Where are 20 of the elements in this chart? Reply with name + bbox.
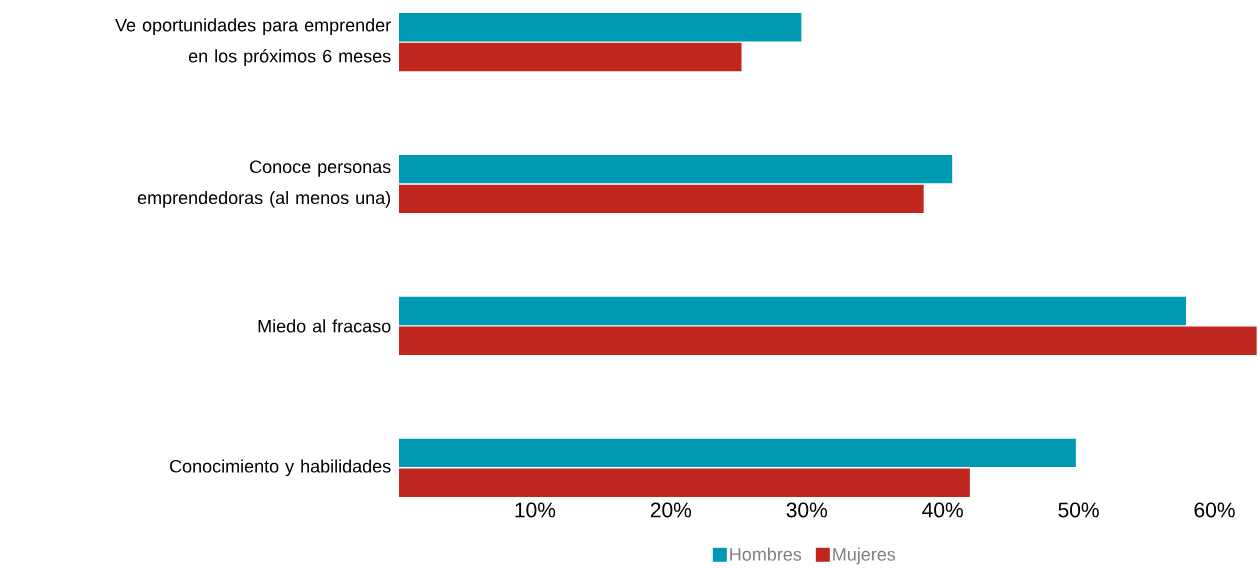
y-tick-label: Conocimiento y habilidades <box>170 459 391 477</box>
x-tick-label: 40% <box>922 502 963 518</box>
x-tick-label: 30% <box>786 502 828 518</box>
bar <box>399 326 1257 355</box>
y-tick-label: Miedo al fracaso <box>258 319 391 333</box>
bar <box>399 42 742 72</box>
bar <box>399 296 1186 326</box>
bar <box>399 438 1076 468</box>
x-tick-label: 10% <box>515 502 556 518</box>
x-tick-label: 60% <box>1194 502 1235 518</box>
bar <box>399 184 924 214</box>
y-tick-label: Ve oportunidades para emprender en los próximos 6 meses <box>115 18 391 67</box>
x-tick-label: 20% <box>650 502 692 518</box>
legend-label: Hombres <box>730 547 802 561</box>
bar <box>399 154 953 184</box>
x-tick-label: 50% <box>1058 502 1099 518</box>
y-tick-label: Conoce personas emprendedoras (al menos una) <box>137 160 391 208</box>
bar <box>399 13 802 42</box>
bar <box>399 468 970 497</box>
legend-label: Mujeres <box>833 547 896 565</box>
